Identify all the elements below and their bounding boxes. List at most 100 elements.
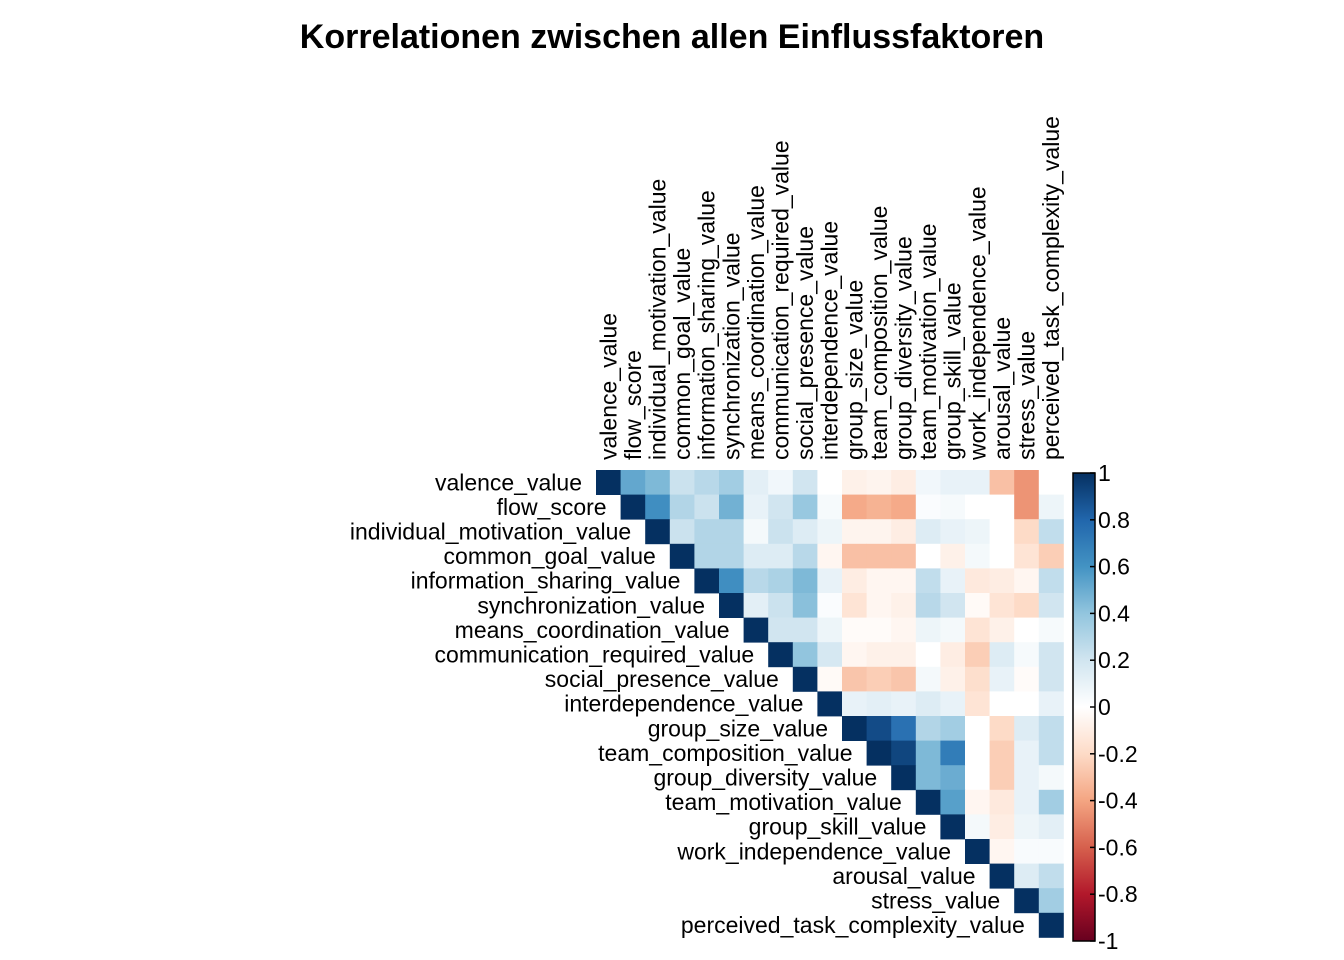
heatmap-cell-social_presence_value-group_diversity_value xyxy=(891,666,917,692)
heatmap-cell-common_goal_value-work_independence_value xyxy=(965,543,990,569)
heatmap-cell-common_goal_value-interdependence_value xyxy=(817,543,843,569)
heatmap-cell-social_presence_value-social_presence_value xyxy=(792,666,818,692)
heatmap-cell-communication_required_value-group_skill_value xyxy=(940,642,966,668)
heatmap-cell-communication_required_value-stress_value xyxy=(1014,642,1040,668)
heatmap-cell-means_coordination_value-social_presence_value xyxy=(792,617,818,643)
colorbar-tick-label: 0.8 xyxy=(1098,507,1130,533)
heatmap-cell-team_composition_value-group_diversity_value xyxy=(891,740,917,766)
heatmap-cell-social_presence_value-group_size_value xyxy=(842,666,867,692)
column-label-social_presence_value: social_presence_value xyxy=(792,226,818,460)
heatmap-cell-information_sharing_value-group_skill_value xyxy=(940,568,966,594)
heatmap-cell-information_sharing_value-team_composition_value xyxy=(866,568,892,594)
column-label-common_goal_value: common_goal_value xyxy=(669,248,695,460)
heatmap-cell-synchronization_value-stress_value xyxy=(1014,593,1040,618)
row-label-work_independence_value: work_independence_value xyxy=(676,838,951,864)
heatmap-cell-social_presence_value-arousal_value xyxy=(989,666,1015,692)
heatmap-cell-valence_value-group_size_value xyxy=(842,470,867,495)
heatmap-cell-information_sharing_value-synchronization_value xyxy=(719,568,744,594)
heatmap-cell-synchronization_value-interdependence_value xyxy=(817,593,843,618)
heatmap-cell-interdependence_value-group_diversity_value xyxy=(891,691,917,717)
column-label-information_sharing_value: information_sharing_value xyxy=(694,190,720,460)
heatmap-cell-group_diversity_value-perceived_task_complexity_value xyxy=(1038,765,1064,791)
column-label-flow_score: flow_score xyxy=(620,350,646,460)
heatmap-cell-team_composition_value-arousal_value xyxy=(989,740,1015,766)
heatmap-cell-means_coordination_value-work_independence_value xyxy=(965,617,990,643)
heatmap-cell-group_skill_value-stress_value xyxy=(1014,814,1040,840)
heatmap-cell-synchronization_value-means_coordination_value xyxy=(743,593,769,618)
heatmap-cell-information_sharing_value-arousal_value xyxy=(989,568,1015,594)
heatmap-cell-team_motivation_value-perceived_task_complexity_value xyxy=(1038,789,1064,815)
heatmap-cell-group_size_value-team_composition_value xyxy=(866,716,892,741)
colorbar-tick-label: 0 xyxy=(1098,694,1111,720)
heatmap-cell-synchronization_value-social_presence_value xyxy=(792,593,818,618)
heatmap-cell-common_goal_value-information_sharing_value xyxy=(694,543,720,569)
heatmap-cell-valence_value-work_independence_value xyxy=(965,470,990,495)
column-label-group_skill_value: group_skill_value xyxy=(940,282,966,460)
heatmap-cell-group_size_value-stress_value xyxy=(1014,716,1040,741)
heatmap-cell-means_coordination_value-group_diversity_value xyxy=(891,617,917,643)
column-label-arousal_value: arousal_value xyxy=(989,317,1015,460)
heatmap-cell-flow_score-individual_motivation_value xyxy=(645,494,671,520)
heatmap-cell-synchronization_value-work_independence_value xyxy=(965,593,990,618)
heatmap-cell-team_motivation_value-group_skill_value xyxy=(940,789,966,815)
column-label-group_diversity_value: group_diversity_value xyxy=(891,236,917,460)
heatmap-cell-social_presence_value-perceived_task_complexity_value xyxy=(1038,666,1064,692)
heatmap-cell-individual_motivation_value-work_independence_value xyxy=(965,519,990,545)
heatmap-cell-valence_value-valence_value xyxy=(596,470,621,495)
heatmap-cell-communication_required_value-interdependence_value xyxy=(817,642,843,668)
heatmap-cell-flow_score-social_presence_value xyxy=(792,494,818,520)
heatmap-cell-interdependence_value-team_composition_value xyxy=(866,691,892,717)
column-label-communication_required_value: communication_required_value xyxy=(768,140,794,460)
colorbar-tick-label: 0.4 xyxy=(1098,600,1130,626)
heatmap-cell-information_sharing_value-information_sharing_value xyxy=(694,568,720,594)
heatmap-cell-means_coordination_value-communication_required_value xyxy=(768,617,794,643)
heatmap-cell-arousal_value-arousal_value xyxy=(989,863,1015,889)
column-label-valence_value: valence_value xyxy=(595,313,621,460)
heatmap-cell-interdependence_value-group_size_value xyxy=(842,691,867,717)
heatmap-cell-information_sharing_value-social_presence_value xyxy=(792,568,818,594)
heatmap-cell-group_diversity_value-stress_value xyxy=(1014,765,1040,791)
heatmap-cell-individual_motivation_value-communication_required_value xyxy=(768,519,794,545)
heatmap-cell-flow_score-arousal_value xyxy=(989,494,1015,520)
heatmap-cell-common_goal_value-means_coordination_value xyxy=(743,543,769,569)
row-label-valence_value: valence_value xyxy=(435,469,582,495)
heatmap-cell-common_goal_value-common_goal_value xyxy=(669,543,695,569)
heatmap-cell-team_motivation_value-stress_value xyxy=(1014,789,1040,815)
heatmap-cell-common_goal_value-stress_value xyxy=(1014,543,1040,569)
heatmap-cell-valence_value-team_motivation_value xyxy=(915,470,941,495)
heatmap-cell-information_sharing_value-interdependence_value xyxy=(817,568,843,594)
heatmap-cell-group_size_value-team_motivation_value xyxy=(915,716,941,741)
heatmap-cell-means_coordination_value-team_composition_value xyxy=(866,617,892,643)
row-label-team_composition_value: team_composition_value xyxy=(598,740,852,766)
heatmap-cell-group_skill_value-work_independence_value xyxy=(965,814,990,840)
row-label-group_diversity_value: group_diversity_value xyxy=(653,765,877,791)
column-label-team_motivation_value: team_motivation_value xyxy=(915,223,941,460)
heatmap-cell-individual_motivation_value-interdependence_value xyxy=(817,519,843,545)
heatmap-cell-interdependence_value-interdependence_value xyxy=(817,691,843,717)
heatmap-cell-synchronization_value-arousal_value xyxy=(989,593,1015,618)
heatmap-cell-team_motivation_value-arousal_value xyxy=(989,789,1015,815)
column-label-interdependence_value: interdependence_value xyxy=(817,221,843,460)
heatmap-cell-social_presence_value-stress_value xyxy=(1014,666,1040,692)
heatmap-cell-valence_value-means_coordination_value xyxy=(743,470,769,495)
heatmap-cell-social_presence_value-team_composition_value xyxy=(866,666,892,692)
heatmap-cell-flow_score-flow_score xyxy=(620,494,646,520)
heatmap-cell-team_composition_value-stress_value xyxy=(1014,740,1040,766)
heatmap-cell-information_sharing_value-team_motivation_value xyxy=(915,568,941,594)
heatmap-cell-interdependence_value-stress_value xyxy=(1014,691,1040,717)
colorbar-tick-label: -1 xyxy=(1098,928,1118,954)
heatmap-cell-means_coordination_value-group_size_value xyxy=(842,617,867,643)
heatmap-cell-individual_motivation_value-perceived_task_complexity_value xyxy=(1038,519,1064,545)
heatmap-cell-group_diversity_value-group_skill_value xyxy=(940,765,966,791)
heatmap-cell-flow_score-team_composition_value xyxy=(866,494,892,520)
heatmap-cell-individual_motivation_value-team_composition_value xyxy=(866,519,892,545)
heatmap-cell-flow_score-group_size_value xyxy=(842,494,867,520)
heatmap-cell-valence_value-synchronization_value xyxy=(719,470,744,495)
heatmap-cell-valence_value-stress_value xyxy=(1014,470,1040,495)
heatmap-cell-flow_score-team_motivation_value xyxy=(915,494,941,520)
heatmap-cell-individual_motivation_value-group_size_value xyxy=(842,519,867,545)
heatmap-cell-interdependence_value-group_skill_value xyxy=(940,691,966,717)
heatmap-cell-communication_required_value-group_size_value xyxy=(842,642,867,668)
row-label-stress_value: stress_value xyxy=(871,888,1000,914)
heatmap-cell-group_diversity_value-team_motivation_value xyxy=(915,765,941,791)
